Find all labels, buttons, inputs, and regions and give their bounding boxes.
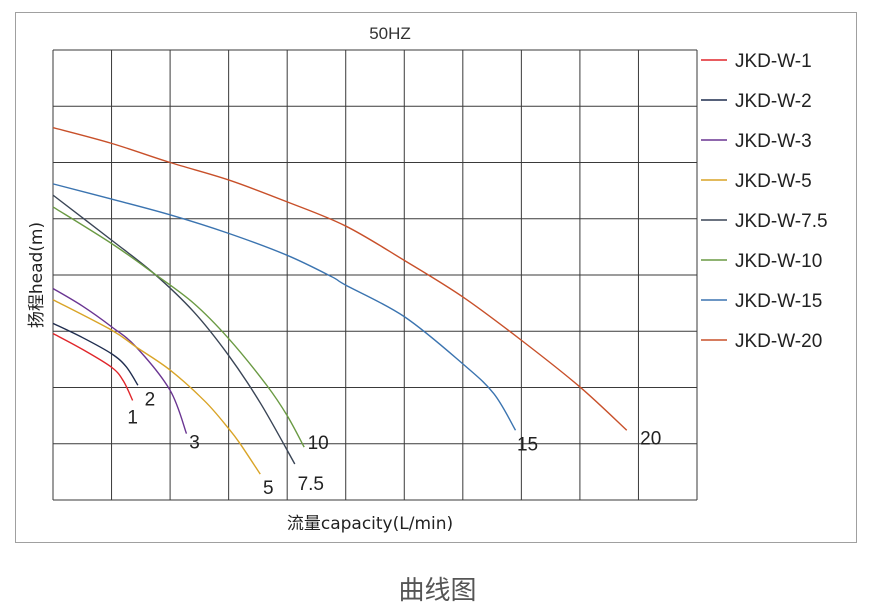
chart-frame — [15, 12, 857, 543]
curve-jkd-w-20 — [52, 126, 628, 431]
chart-title: 50HZ — [369, 24, 411, 43]
legend-entry: JKD-W-1 — [735, 51, 812, 72]
curve-end-label: 1 — [127, 407, 138, 428]
curve-jkd-w-7.5 — [52, 194, 296, 465]
curve-end-label: 5 — [263, 478, 274, 499]
curve-jkd-w-5 — [52, 299, 261, 475]
curve-jkd-w-3 — [52, 287, 188, 434]
legend: JKD-W-1 JKD-W-2 JKD-W-3 JKD-W-5 JKD-W-7.5 JKD… — [701, 51, 828, 352]
curve-end-labels: 12 3 5 7.5 10 15 20 — [127, 389, 661, 499]
curve-end-label: 20 — [640, 428, 661, 449]
x-axis-label: 流量capacity(L/min) — [287, 514, 453, 534]
curve-end-label: 2 — [145, 389, 156, 410]
grid — [52, 49, 698, 501]
y-axis-label: 扬程head(m) — [27, 222, 47, 328]
legend-entry: JKD-W-15 — [735, 291, 822, 312]
curve-jkd-w-15 — [52, 183, 517, 431]
legend-entry: JKD-W-5 — [735, 171, 812, 192]
curve-end-label: 10 — [308, 433, 329, 454]
curve-jkd-w-10 — [52, 206, 305, 448]
figure-caption: 曲线图 — [398, 576, 477, 606]
legend-entry: JKD-W-3 — [735, 131, 812, 152]
legend-entry: JKD-W-10 — [735, 251, 822, 272]
legend-entry: JKD-W-20 — [735, 331, 822, 352]
curve-end-label: 3 — [189, 433, 200, 454]
legend-entry: JKD-W-7.5 — [735, 211, 828, 232]
curve-end-label: 7.5 — [298, 474, 324, 495]
curve-jkd-w-1 — [52, 332, 134, 401]
curves — [52, 126, 628, 475]
legend-entry: JKD-W-2 — [735, 91, 812, 112]
curve-jkd-w-2 — [52, 322, 139, 386]
curve-end-label: 15 — [517, 434, 538, 455]
